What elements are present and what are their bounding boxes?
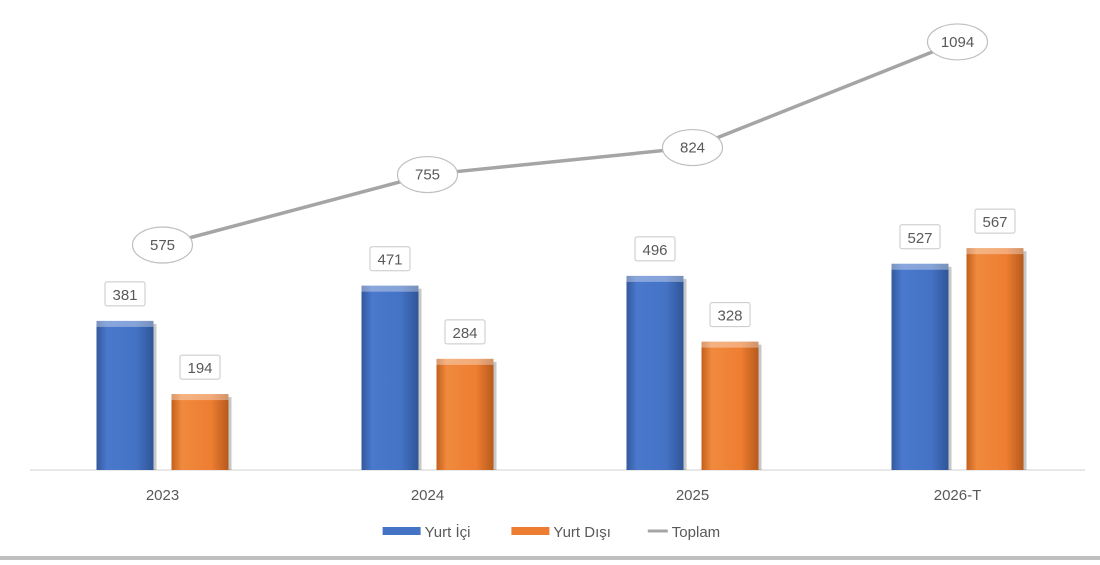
legend-item-yurt-d[interactable]: Yurt Dışı	[511, 524, 611, 541]
bar-top-highlight	[966, 248, 1024, 255]
bar-yurt-d-2025[interactable]	[701, 341, 759, 470]
data-label-text: 471	[377, 252, 402, 269]
data-label-box	[444, 319, 486, 345]
bar-data-label: 194	[179, 354, 221, 380]
legend-label: Yurt İçi	[425, 523, 471, 541]
data-label-text: 755	[415, 167, 440, 184]
bar-yurt-d-2023[interactable]	[171, 394, 229, 470]
bar-data-label: 381	[104, 281, 146, 307]
bar-data-label: 284	[444, 319, 486, 345]
data-label-ellipse	[131, 226, 194, 264]
data-label-text: 824	[680, 140, 705, 157]
line-data-label: 575	[131, 226, 194, 264]
bar-data-label: 527	[899, 224, 941, 250]
legend: Yurt İçi Yurt Dışı Toplam	[382, 523, 720, 541]
line-data-label: 755	[396, 155, 459, 194]
data-label-box	[634, 236, 676, 262]
bar-top-highlight	[361, 285, 419, 292]
data-label-box	[179, 354, 221, 380]
legend-item-yurt-i-i[interactable]: Yurt İçi	[382, 523, 471, 541]
data-label-text: 575	[150, 237, 175, 254]
bar-top-highlight	[701, 341, 759, 348]
data-label-text: 496	[642, 242, 667, 259]
bar-data-label: 471	[369, 246, 411, 272]
legend-item-toplam[interactable]: Toplam	[647, 524, 720, 541]
bar-top-highlight	[96, 320, 154, 327]
data-label-text: 381	[112, 287, 137, 304]
bottom-rule	[0, 556, 1100, 560]
data-label-box	[899, 224, 941, 250]
bar-yurt-i-i-2026-t[interactable]	[891, 263, 949, 470]
x-tick-label: 2024	[411, 487, 444, 504]
data-label-text: 194	[187, 360, 212, 377]
bar-yurt-i-i-2025[interactable]	[626, 275, 684, 470]
bar-yurt-i-i-2023[interactable]	[96, 320, 154, 470]
data-label-text: 328	[717, 308, 742, 325]
data-label-box	[709, 302, 751, 328]
bar-top-highlight	[626, 275, 684, 282]
bar-data-label: 328	[709, 302, 751, 328]
bar-data-label: 567	[974, 208, 1016, 234]
legend-swatch	[382, 527, 421, 535]
labels-layer: 381 471 496 527 194 284 328 567 575 755 824 1094	[104, 23, 1016, 380]
data-label-box	[104, 281, 146, 307]
legend-label: Toplam	[672, 524, 720, 541]
data-label-text: 284	[452, 325, 477, 342]
x-tick-label: 2023	[146, 487, 179, 504]
bars-layer	[96, 248, 1027, 470]
line-toplam[interactable]	[162, 40, 959, 247]
data-label-ellipse	[396, 155, 459, 194]
x-tick-label: 2025	[676, 487, 709, 504]
bar-top-highlight	[171, 394, 229, 401]
data-label-box	[369, 246, 411, 272]
x-tick-labels: 2023 2024 2025 2026-T	[146, 487, 981, 504]
data-label-text: 567	[982, 214, 1007, 231]
bar-top-highlight	[891, 263, 949, 270]
data-label-ellipse	[926, 23, 989, 61]
bar-yurt-d-2024[interactable]	[436, 358, 494, 470]
line-layer	[162, 40, 959, 247]
bar-yurt-d-2026-t[interactable]	[966, 248, 1024, 470]
line-data-label: 824	[661, 128, 724, 167]
x-tick-label: 2026-T	[934, 487, 982, 504]
bar-yurt-i-i-2024[interactable]	[361, 285, 419, 470]
data-label-text: 527	[907, 230, 932, 247]
legend-swatch	[511, 527, 550, 535]
data-label-box	[974, 208, 1016, 234]
data-label-ellipse	[661, 128, 724, 167]
bar-top-highlight	[436, 358, 494, 365]
legend-label: Yurt Dışı	[553, 524, 611, 541]
bar-data-label: 496	[634, 236, 676, 262]
data-label-text: 1094	[941, 34, 974, 51]
line-data-label: 1094	[926, 23, 989, 61]
